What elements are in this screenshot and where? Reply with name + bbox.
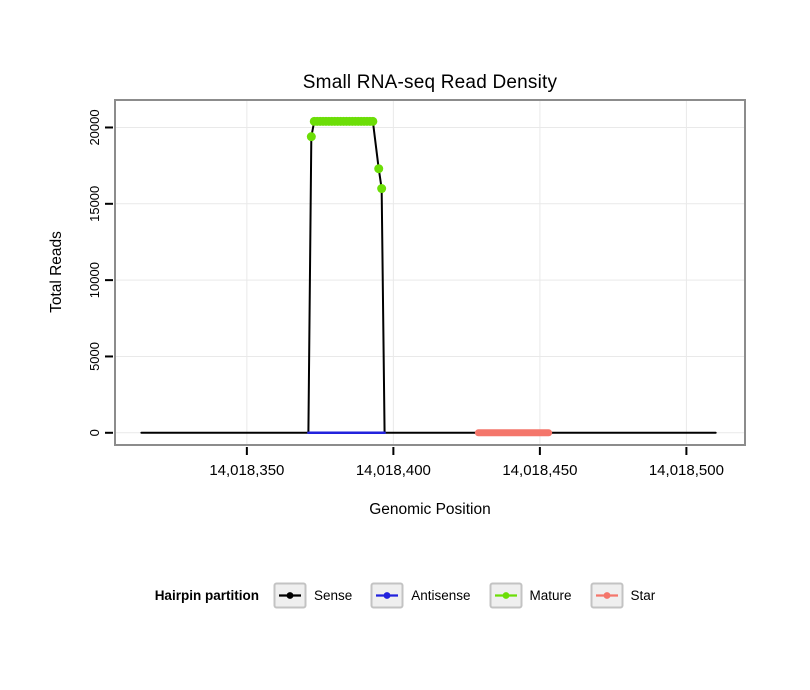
y-tick-label: 10000 — [87, 262, 102, 298]
y-tick-label: 15000 — [87, 186, 102, 222]
legend-key-dot — [286, 592, 294, 599]
y-tick-label: 0 — [87, 429, 102, 436]
point-mature — [306, 132, 316, 142]
point-mature — [374, 164, 384, 174]
plot-area: 14,018,350 14,018,400 14,018,450 14,018,500… — [87, 99, 746, 479]
legend-key-dot — [603, 592, 610, 599]
legend-key-dot — [383, 592, 391, 599]
x-axis-label: Genomic Position — [369, 501, 491, 518]
panel-border — [114, 99, 746, 446]
series-sense — [140, 120, 717, 434]
legend-item-sense: Sense — [273, 582, 352, 609]
y-tick-label: 5000 — [87, 342, 102, 371]
legend-label-sense: Sense — [313, 588, 353, 603]
legend-title: Hairpin partition — [154, 588, 259, 603]
legend-label-antisense: Antisense — [411, 588, 471, 603]
x-tick-label: 14,018,350 — [209, 462, 284, 479]
legend: Hairpin partition Sense Antisense Mature St… — [0, 582, 810, 609]
x-tick-label: 14,018,450 — [502, 462, 577, 479]
legend-key-sense-icon — [273, 582, 307, 609]
legend-items: Sense Antisense Mature Star — [273, 582, 655, 609]
legend-item-star: Star — [590, 582, 656, 609]
point-mature — [368, 116, 378, 126]
chart-title: Small RNA-seq Read Density — [302, 72, 558, 93]
y-tick-label: 20000 — [87, 109, 102, 145]
legend-item-mature: Mature — [489, 582, 572, 609]
x-tick-label: 14,018,500 — [649, 462, 724, 479]
point-mature — [377, 184, 387, 194]
legend-label-star: Star — [630, 588, 656, 603]
legend-key-mature-icon — [489, 582, 523, 609]
legend-key-dot — [502, 592, 509, 599]
legend-label-mature: Mature — [529, 588, 572, 603]
x-tick-label: 14,018,400 — [356, 462, 431, 479]
legend-key-antisense-icon — [370, 582, 404, 609]
legend-item-antisense: Antisense — [370, 582, 471, 609]
legend-key-star-icon — [590, 582, 624, 609]
